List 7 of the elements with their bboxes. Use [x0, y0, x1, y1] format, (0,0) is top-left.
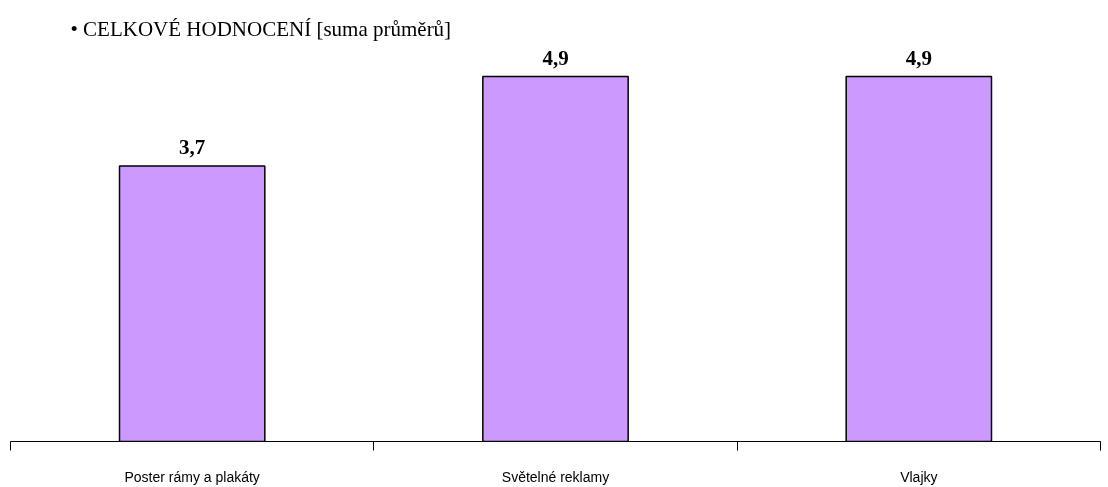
data-label: 4,9 — [905, 45, 932, 70]
x-tick-label: Světelné reklamy — [501, 468, 610, 485]
data-label: 3,7 — [179, 134, 206, 159]
data-label: 4,9 — [542, 45, 569, 70]
x-tick-label: Vlajky — [900, 468, 938, 485]
x-tick-label: Poster rámy a plakáty — [124, 468, 260, 485]
chart-title: • CELKOVÉ HODNOCENÍ [suma průměrů] — [70, 16, 452, 41]
